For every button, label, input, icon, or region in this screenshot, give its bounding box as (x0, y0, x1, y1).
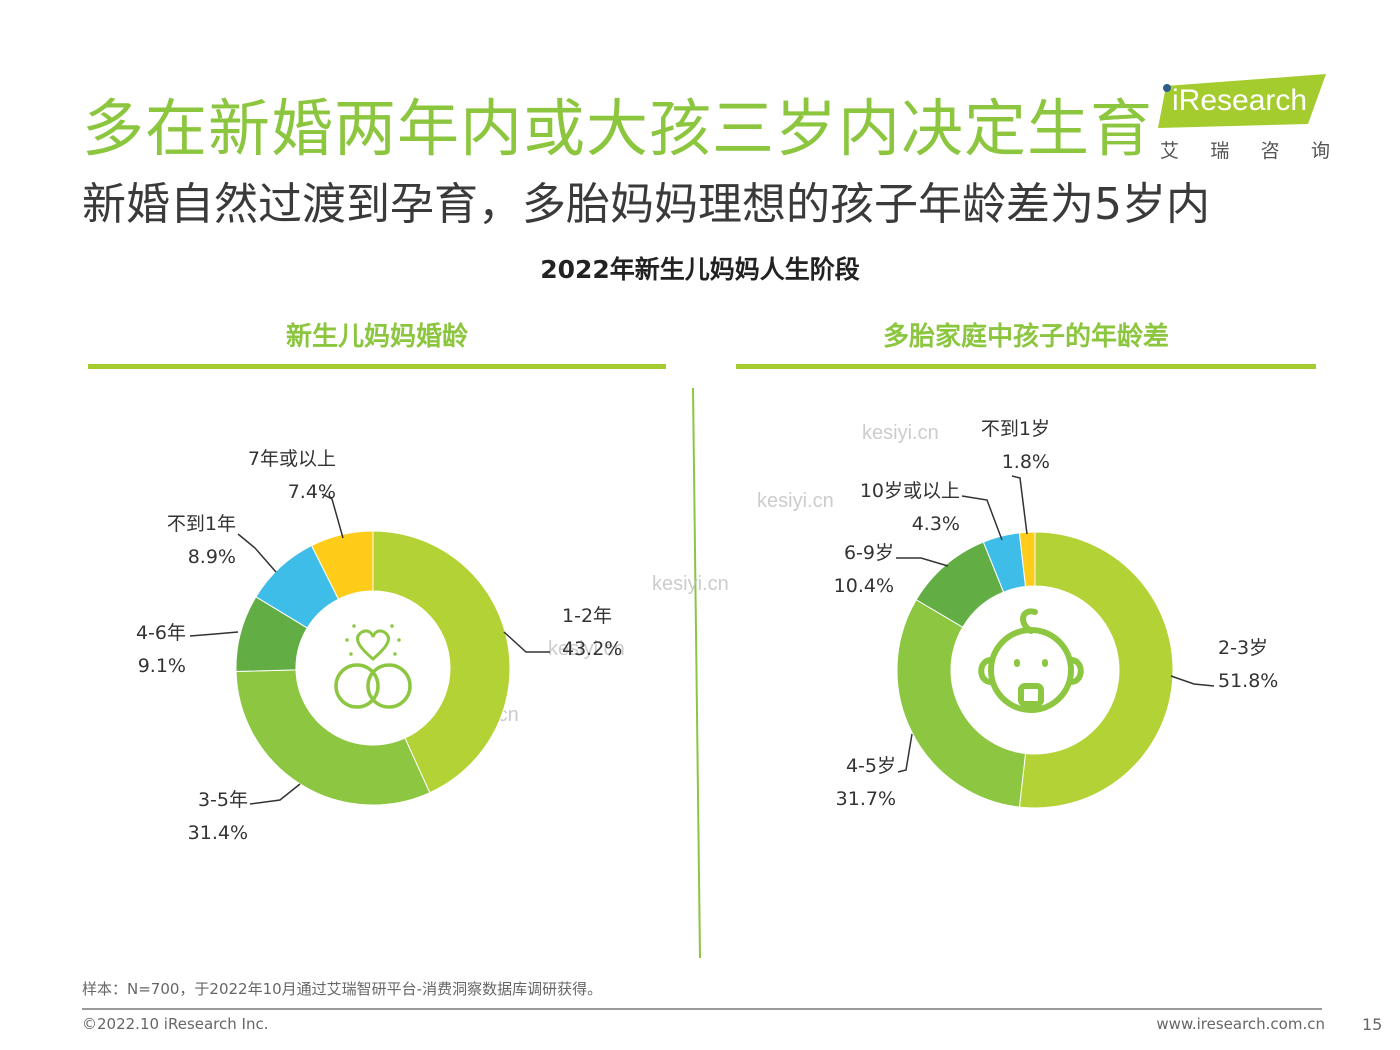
slice-value: 7.4% (287, 481, 336, 503)
iresearch-logo: iResearch 艾 瑞 咨 询 (1158, 74, 1330, 164)
slice-category: 10岁或以上 (859, 480, 960, 502)
logo-subtext: 艾 瑞 咨 询 (1160, 136, 1330, 163)
slice-value: 8.9% (187, 546, 236, 568)
leader-line (503, 631, 550, 653)
right-panel-title: 多胎家庭中孩子的年龄差 (882, 322, 1169, 352)
logo-subtext-char: 咨 (1260, 140, 1280, 162)
page-number: 15 (1362, 1015, 1383, 1034)
watermark-text: kesiyi.cn (652, 573, 729, 595)
slice-value: 4.3% (911, 513, 960, 535)
slice-category: 6-9岁 (843, 542, 894, 564)
baby-face-icon (978, 608, 1084, 713)
left-panel-underline (88, 364, 666, 369)
wedding-rings-icon (334, 624, 412, 709)
slice-category: 1-2年 (562, 605, 613, 627)
watermark-text: kesiyi.cn (548, 638, 625, 660)
leader-line (189, 631, 239, 637)
slice-category: 4-6年 (135, 622, 186, 644)
logo-banner-shape (1158, 74, 1326, 128)
sample-footnote: 样本：N=700，于2022年10月通过艾瑞智研平台-消费洞察数据库调研获得。 (82, 980, 603, 998)
watermark-text: kesiyi.cn (862, 422, 939, 444)
slice-value: 9.1% (137, 655, 186, 677)
watermark-text: kesiyi.cn (757, 490, 834, 512)
donut-left (235, 530, 511, 806)
website-link[interactable]: www.iresearch.com.cn (1156, 1015, 1325, 1033)
donut-slice (235, 669, 431, 806)
slice-value: 51.8% (1218, 670, 1279, 692)
slice-label: 10岁或以上 4.3% (820, 475, 960, 541)
copyright-text: ©2022.10 iResearch Inc. (82, 1015, 269, 1033)
slice-value: 1.8% (1001, 451, 1050, 473)
slice-value: 31.7% (835, 788, 896, 810)
leader-line (321, 493, 344, 539)
right-leader-lines (896, 475, 1215, 773)
donut-slice (896, 599, 1027, 808)
logo-subtext-char: 艾 (1160, 140, 1180, 162)
leader-line (1170, 675, 1215, 687)
leader-line (897, 733, 913, 773)
donut-slice (1018, 531, 1174, 809)
slice-label: 3-5年 31.4% (150, 784, 248, 850)
logo-subtext-char: 瑞 (1210, 140, 1230, 162)
slice-label: 2-3岁 51.8% (1218, 632, 1278, 698)
donut-slice (1018, 531, 1036, 588)
slice-category: 7年或以上 (247, 448, 336, 470)
right-panel-underline (736, 364, 1316, 369)
slice-label: 1-2年 43.2% (562, 600, 622, 666)
leader-line (249, 783, 301, 805)
leader-line (961, 495, 1003, 541)
slice-label: 不到1岁 1.8% (930, 413, 1050, 479)
slice-category: 2-3岁 (1218, 637, 1269, 659)
leader-line (896, 557, 949, 567)
slice-value: 10.4% (833, 575, 894, 597)
page-title: 多在新婚两年内或大孩三岁内决定生育 (82, 92, 1154, 165)
leader-line (1011, 475, 1028, 535)
donut-slice (310, 530, 374, 600)
logo-subtext-char: 询 (1310, 140, 1330, 162)
slice-category: 3-5年 (197, 789, 248, 811)
logo-brand-text: iResearch (1172, 84, 1308, 117)
donut-right (896, 531, 1174, 809)
page-subtitle: 新婚自然过渡到孕育，多胎妈妈理想的孩子年龄差为5岁内 (82, 179, 1210, 230)
slice-label: 4-6年 9.1% (90, 617, 186, 683)
footer-divider (82, 1008, 1322, 1010)
slice-category: 不到1年 (166, 513, 236, 535)
donut-slice (372, 530, 511, 794)
chart-main-title: 2022年新生儿妈妈人生阶段 (540, 255, 860, 284)
slice-value: 31.4% (187, 822, 248, 844)
slice-label: 6-9岁 10.4% (790, 537, 894, 603)
slice-category: 不到1岁 (980, 418, 1050, 440)
leader-line (237, 533, 277, 573)
slice-label: 不到1年 8.9% (120, 508, 236, 574)
left-leader-lines (189, 493, 550, 805)
slice-label: 4-5岁 31.7% (790, 750, 896, 816)
slice-label: 7年或以上 7.4% (200, 443, 336, 509)
slice-value: 43.2% (562, 638, 623, 660)
left-panel-title: 新生儿妈妈婚龄 (285, 322, 468, 352)
slice-category: 4-5岁 (845, 755, 896, 777)
